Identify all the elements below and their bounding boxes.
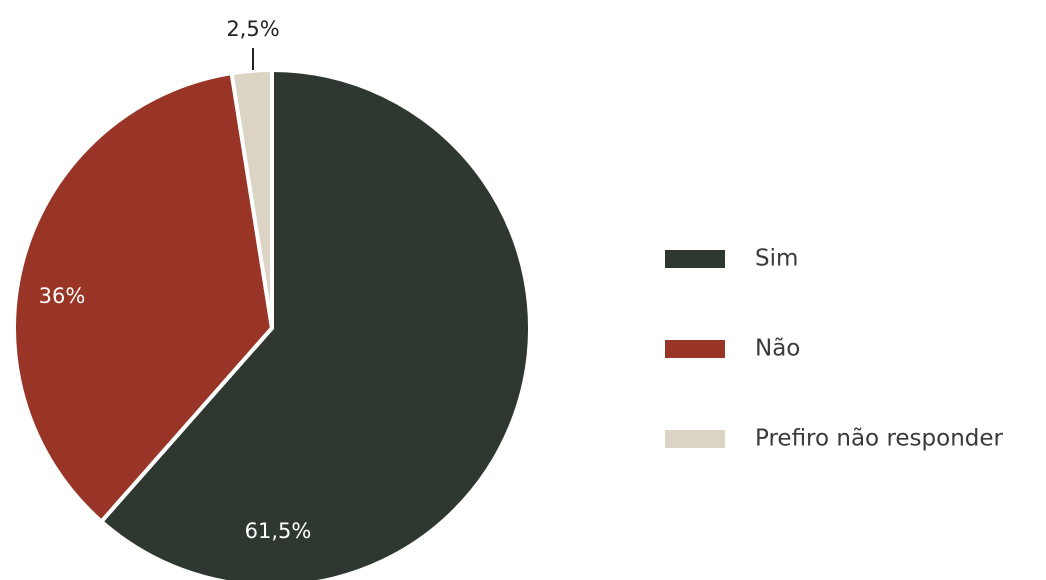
legend-swatch <box>665 340 725 358</box>
legend-swatch <box>665 250 725 268</box>
legend-swatch <box>665 430 725 448</box>
legend-label: Prefiro não responder <box>755 426 1004 452</box>
pie-slice <box>229 68 274 330</box>
legend-label: Não <box>755 336 800 362</box>
pie-slice <box>12 71 274 524</box>
legend-label: Sim <box>755 246 798 272</box>
value-label: 2,5% <box>226 17 279 41</box>
value-label: 61,5% <box>245 519 312 543</box>
value-label: 36% <box>39 284 86 308</box>
pie-slice <box>99 68 532 580</box>
